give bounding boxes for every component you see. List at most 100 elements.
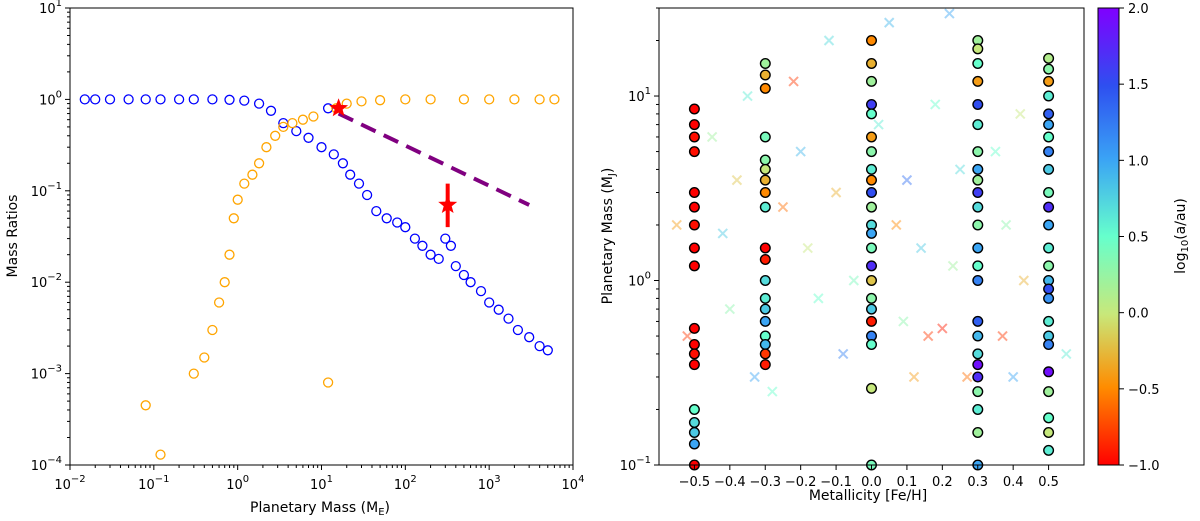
left-data-point <box>155 449 166 460</box>
right-data-point <box>972 174 984 186</box>
left-data-point <box>374 95 386 106</box>
cross-stroke <box>731 174 743 186</box>
left-data-point <box>270 130 281 141</box>
colorbar-tick-label: 0.5 <box>1128 231 1149 246</box>
left-x-tick-label: 10−2 <box>54 474 85 493</box>
left-data-point <box>247 169 258 180</box>
right-data-point <box>972 58 984 70</box>
right-data-point <box>688 359 700 371</box>
cross-marker <box>947 260 959 272</box>
left-series-orange <box>140 94 560 460</box>
cross-stroke <box>1007 371 1019 383</box>
left-data-point <box>322 103 334 114</box>
right-data-point <box>866 174 878 186</box>
right-data-point <box>972 219 984 231</box>
right-data-point <box>1043 242 1055 254</box>
left-y-tick-label: 100 <box>39 89 62 108</box>
left-data-point <box>409 233 421 244</box>
right-data-point <box>1043 108 1055 120</box>
right-data-point <box>759 315 771 327</box>
right-data-point <box>1043 131 1055 143</box>
right-data-point <box>972 315 984 327</box>
cross-stroke <box>823 35 835 46</box>
left-data-point <box>445 240 457 251</box>
left-data-point <box>493 304 504 315</box>
cross-stroke <box>944 8 955 19</box>
right-data-point <box>866 242 878 254</box>
right-data-point <box>972 98 984 110</box>
cross-stroke <box>891 219 902 231</box>
right-data-point <box>688 404 700 416</box>
left-data-point <box>341 98 352 109</box>
left-data-point <box>278 121 289 133</box>
cross-stroke <box>837 348 849 360</box>
cross-marker <box>901 174 913 186</box>
cross-stroke <box>1015 108 1026 120</box>
cross-stroke <box>954 164 966 175</box>
left-data-point <box>425 94 436 105</box>
cross-stroke <box>802 242 813 254</box>
cross-stroke <box>788 76 799 87</box>
cross-stroke <box>873 119 884 130</box>
cross-marker <box>898 316 909 327</box>
cross-stroke <box>742 90 753 102</box>
cross-stroke <box>1015 108 1026 120</box>
left-data-point <box>213 297 225 308</box>
right-data-point <box>1043 52 1055 64</box>
left-data-point <box>207 324 218 336</box>
right-data-point <box>972 75 984 87</box>
left-data-point <box>287 117 298 129</box>
right-data-point <box>759 154 771 166</box>
left-data-point <box>328 149 339 160</box>
left-data-point <box>297 114 309 125</box>
right-data-point <box>759 348 771 360</box>
cross-marker <box>788 76 799 87</box>
right-data-point <box>972 348 984 360</box>
right-data-point <box>759 339 771 351</box>
right-x-tick-label: 0.5 <box>1038 475 1059 490</box>
cross-marker <box>830 187 842 198</box>
cross-marker <box>823 35 835 46</box>
colorbar-label: log10(a/au) <box>1173 198 1191 274</box>
left-data-point <box>549 94 560 105</box>
cross-stroke <box>891 219 902 231</box>
right-data-point <box>759 201 771 213</box>
cross-marker <box>777 201 789 213</box>
right-data-point <box>759 253 771 265</box>
right-data-point <box>688 201 700 213</box>
cross-stroke <box>947 260 959 272</box>
cross-stroke <box>848 275 859 286</box>
cross-stroke <box>901 174 913 186</box>
right-x-axis-label: Metallicity [Fe/H] <box>809 488 927 504</box>
right-data-point <box>688 260 700 272</box>
cross-marker <box>795 146 806 157</box>
right-data-point <box>759 58 771 70</box>
right-data-point <box>759 242 771 254</box>
cross-stroke <box>922 330 934 342</box>
cross-marker <box>954 164 966 175</box>
cross-stroke <box>682 330 693 342</box>
right-data-point <box>1043 146 1055 158</box>
right-data-point <box>866 275 878 287</box>
right-y-tick-label: 100 <box>628 271 651 290</box>
cross-marker <box>1018 275 1029 286</box>
cross-stroke <box>937 323 948 334</box>
left-plot-marks <box>79 94 560 460</box>
right-data-point <box>1043 412 1055 424</box>
colorbar-tick-label: 0.0 <box>1128 307 1149 322</box>
right-y-tick-label: 101 <box>628 86 651 105</box>
left-data-point <box>534 94 545 105</box>
left-data-point <box>265 105 277 116</box>
cross-stroke <box>961 371 973 383</box>
cross-stroke <box>767 386 778 397</box>
left-data-point <box>239 178 250 189</box>
right-data-point <box>1043 90 1055 102</box>
cross-stroke <box>930 99 941 110</box>
cross-marker <box>891 219 902 231</box>
cross-marker <box>884 17 895 28</box>
left-data-point <box>524 332 535 343</box>
right-data-point <box>972 330 984 342</box>
right-data-point <box>688 427 700 439</box>
left-data-point <box>316 142 327 153</box>
right-data-point <box>972 275 984 287</box>
